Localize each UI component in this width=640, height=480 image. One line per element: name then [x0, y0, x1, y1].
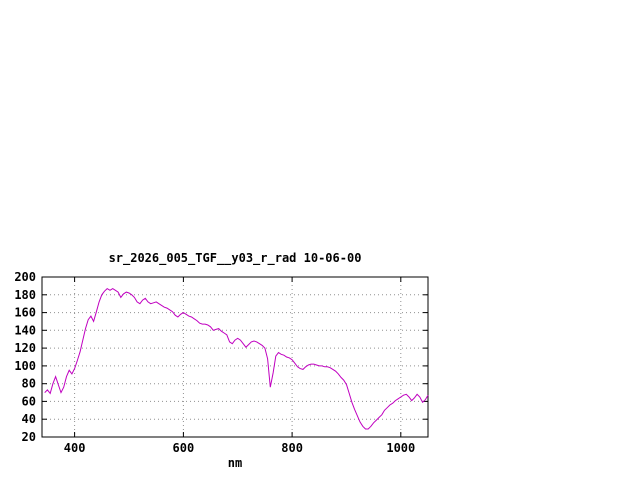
x-axis-label: nm	[228, 456, 242, 470]
x-tick-label: 800	[281, 441, 303, 455]
y-tick-label: 40	[22, 412, 36, 426]
x-tick-label: 600	[173, 441, 195, 455]
x-tick-label: 400	[64, 441, 86, 455]
x-tick-label: 1000	[386, 441, 415, 455]
y-tick-label: 120	[14, 341, 36, 355]
y-tick-label: 20	[22, 430, 36, 444]
plot-border	[41, 276, 429, 438]
y-tick-label: 160	[14, 306, 36, 320]
chart-title: sr_2026_005_TGF__y03_r_rad 10-06-00	[109, 251, 362, 266]
data-series-line	[44, 287, 429, 430]
y-tick-label: 100	[14, 359, 36, 373]
y-tick-label: 180	[14, 288, 36, 302]
y-tick-label: 200	[14, 270, 36, 284]
y-tick-label: 80	[22, 377, 36, 391]
y-tick-label: 60	[22, 394, 36, 408]
y-tick-label: 140	[14, 323, 36, 337]
